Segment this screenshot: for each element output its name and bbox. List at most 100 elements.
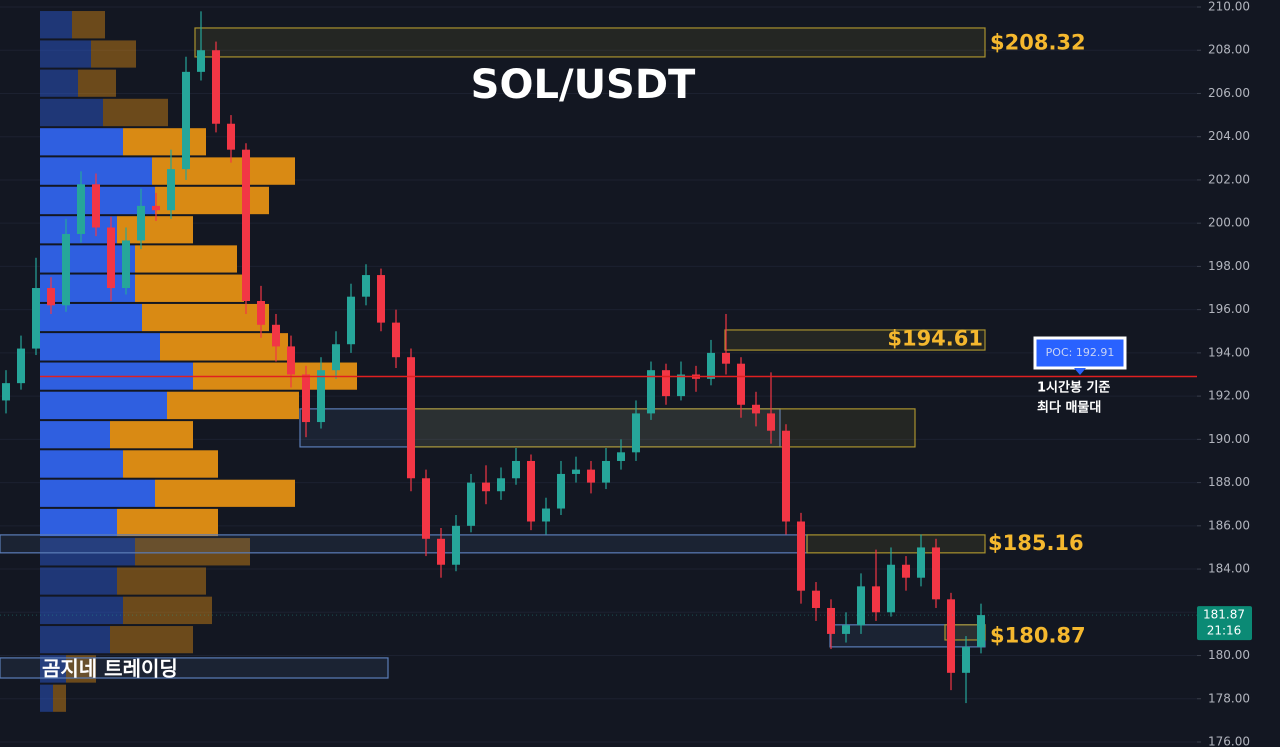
candle-body [527,460,535,522]
volume-down [78,69,116,97]
level-label: $208.32 [990,30,1086,54]
candle-body [632,413,640,453]
candle-body [77,184,85,234]
candle-body [257,301,265,325]
candle-body [167,169,175,211]
candle-body [437,538,445,565]
poc-caption: 1시간봉 기준 [1037,380,1110,396]
candle-body [392,322,400,358]
candle-body [287,346,295,375]
candle-body [647,370,655,414]
watermark: 곰지네 트레이딩 [42,657,178,681]
candle-body [872,586,880,613]
candle-body [332,344,340,371]
candle-body [752,404,760,414]
candle-body [362,275,370,297]
candle-body [587,469,595,483]
candle-body [602,460,610,483]
y-tick-label: 204.00 [1208,129,1250,143]
candle-body [152,205,160,211]
volume-up [40,245,135,273]
candle-body [572,469,580,474]
candle-body [2,383,10,401]
y-tick-label: 176.00 [1208,735,1250,747]
poc-pointer [1074,368,1086,375]
candle-body [917,547,925,578]
volume-down [117,508,218,537]
volume-up [40,450,123,478]
level-label: $194.61 [887,327,983,351]
volume-up [40,40,91,68]
y-tick-label: 178.00 [1208,691,1250,705]
candle-body [452,525,460,565]
volume-up [40,69,78,97]
volume-up [40,11,72,39]
y-tick-label: 208.00 [1208,43,1250,57]
volume-down [167,391,299,420]
volume-down [160,333,288,361]
volume-down [135,245,237,273]
volume-down [123,596,212,625]
candle-body [932,547,940,600]
candle-body [827,607,835,634]
y-tick-label: 202.00 [1208,172,1250,186]
y-tick-label: 198.00 [1208,259,1250,273]
candle-body [407,357,415,479]
candle-body [62,233,70,306]
volume-down [152,157,295,185]
y-tick-label: 210.00 [1208,0,1250,14]
candle-body [962,646,970,673]
candle-body [17,348,25,384]
volume-down [123,450,218,478]
volume-down [123,128,206,156]
volume-up [40,479,155,507]
candle-body [212,50,220,124]
candle-body [947,599,955,673]
candle-body [617,452,625,461]
candle-body [182,71,190,170]
volume-up [40,684,53,712]
zone [407,408,916,448]
y-tick-label: 186.00 [1208,518,1250,532]
volume-down [117,567,206,595]
candle-body [722,352,730,364]
last-price-label: 181.87 [1203,608,1245,622]
volume-down [142,303,269,332]
y-tick-label: 190.00 [1208,432,1250,446]
candle-body [197,50,205,72]
candle-body [662,370,670,397]
candle-body [317,370,325,423]
candle-body [902,564,910,578]
poc-label: POC: 192.91 [1046,346,1115,359]
volume-down [135,274,244,302]
candle-body [782,430,790,522]
zone [194,27,986,58]
candle-body [107,227,115,289]
volume-down [110,421,193,449]
volume-down [103,98,168,127]
candle-body [482,482,490,492]
y-tick-label: 184.00 [1208,562,1250,576]
chart-title: SOL/USDT [471,62,696,108]
poc-caption: 최다 매물대 [1037,400,1101,416]
zone [806,534,986,554]
candle-body [707,352,715,379]
volume-down [117,216,193,244]
candle-body [302,374,310,423]
volume-down [135,538,250,566]
candle-body [857,586,865,626]
volume-down [53,684,66,712]
volume-up [40,391,167,420]
volume-up [40,274,135,302]
candle-body [137,205,145,241]
candle-body [92,184,100,228]
zone [0,534,808,554]
y-tick-label: 200.00 [1208,216,1250,230]
candle-body [32,288,40,349]
volume-up [40,98,103,127]
candle-body [122,240,130,289]
level-label: $185.16 [988,531,1084,555]
y-tick-label: 206.00 [1208,86,1250,100]
candle-body [887,564,895,613]
